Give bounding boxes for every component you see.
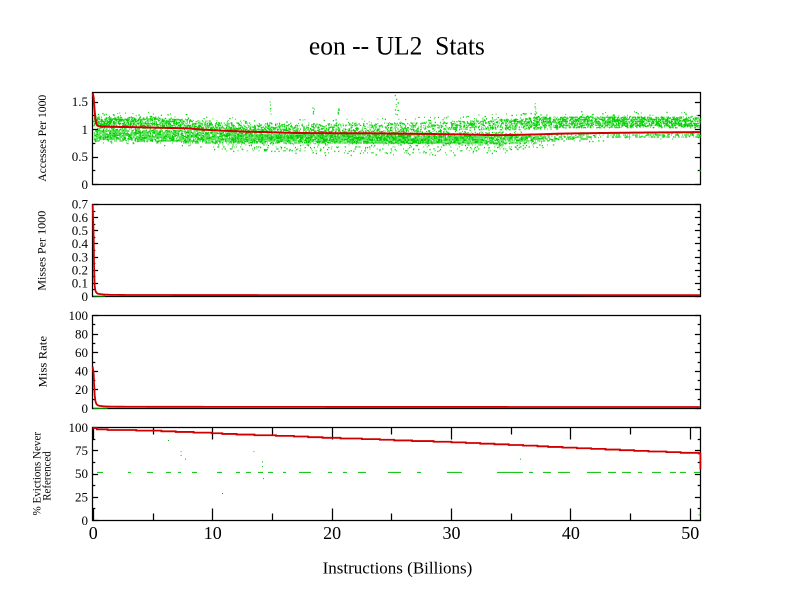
svg-text:0.7: 0.7 (72, 197, 89, 212)
svg-text:% Evictions Never: % Evictions Never (30, 432, 44, 516)
svg-text:0.2: 0.2 (72, 263, 88, 278)
svg-text:1.5: 1.5 (72, 94, 88, 109)
svg-text:0.5: 0.5 (72, 223, 88, 238)
svg-text:0.5: 0.5 (72, 149, 88, 164)
svg-text:60: 60 (75, 345, 88, 360)
svg-text:0.4: 0.4 (72, 236, 89, 251)
svg-text:0: 0 (89, 523, 98, 543)
svg-text:75: 75 (75, 443, 88, 458)
svg-text:0: 0 (82, 513, 89, 528)
svg-text:Referenced: Referenced (39, 451, 53, 501)
svg-text:Instructions (Billions): Instructions (Billions) (323, 559, 473, 578)
svg-text:100: 100 (69, 420, 89, 435)
svg-text:80: 80 (75, 326, 88, 341)
svg-text:100: 100 (69, 308, 89, 323)
svg-text:Misses Per 1000: Misses Per 1000 (35, 211, 49, 291)
svg-text:0.6: 0.6 (72, 210, 89, 225)
svg-text:Accesses Per 1000: Accesses Per 1000 (35, 95, 49, 182)
svg-text:10: 10 (204, 523, 222, 543)
svg-text:50: 50 (75, 466, 88, 481)
svg-text:20: 20 (323, 523, 341, 543)
svg-text:0.1: 0.1 (72, 276, 88, 291)
svg-text:40: 40 (75, 364, 88, 379)
svg-text:0.3: 0.3 (72, 249, 88, 264)
svg-text:1: 1 (82, 122, 89, 137)
svg-text:0: 0 (82, 289, 89, 304)
svg-text:0: 0 (82, 401, 89, 416)
svg-text:40: 40 (562, 523, 580, 543)
svg-text:30: 30 (443, 523, 461, 543)
svg-text:Miss Rate: Miss Rate (36, 336, 50, 388)
svg-text:50: 50 (681, 523, 699, 543)
svg-text:0: 0 (82, 177, 89, 192)
svg-text:eon -- UL2 Stats: eon -- UL2 Stats (309, 32, 485, 61)
svg-text:25: 25 (75, 490, 88, 505)
svg-text:20: 20 (75, 382, 88, 397)
